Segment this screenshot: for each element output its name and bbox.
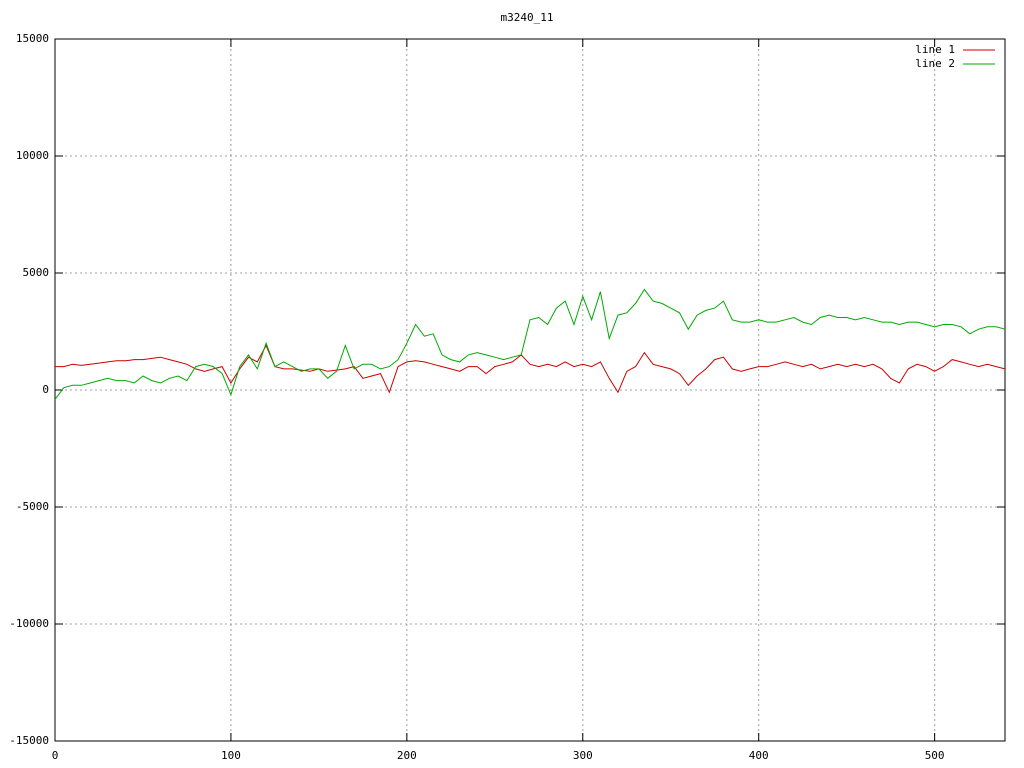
legend-label: line 1 — [915, 43, 955, 56]
chart-title: m3240_11 — [501, 11, 554, 24]
x-tick-label: 500 — [925, 749, 945, 762]
y-tick-label: -15000 — [9, 734, 49, 747]
x-tick-label: 0 — [52, 749, 59, 762]
y-tick-label: 0 — [42, 383, 49, 396]
x-tick-label: 400 — [749, 749, 769, 762]
series-line — [54, 288, 1006, 400]
legend-label: line 2 — [915, 57, 955, 70]
x-tick-label: 200 — [397, 749, 417, 762]
y-tick-label: 10000 — [16, 149, 49, 162]
y-tick-label: 15000 — [16, 32, 49, 45]
x-tick-label: 100 — [221, 749, 241, 762]
y-tick-label: -10000 — [9, 617, 49, 630]
y-tick-label: 5000 — [23, 266, 50, 279]
x-tick-label: 300 — [573, 749, 593, 762]
y-tick-label: -5000 — [16, 500, 49, 513]
series-line — [55, 344, 1006, 394]
plot-border — [54, 38, 1006, 742]
